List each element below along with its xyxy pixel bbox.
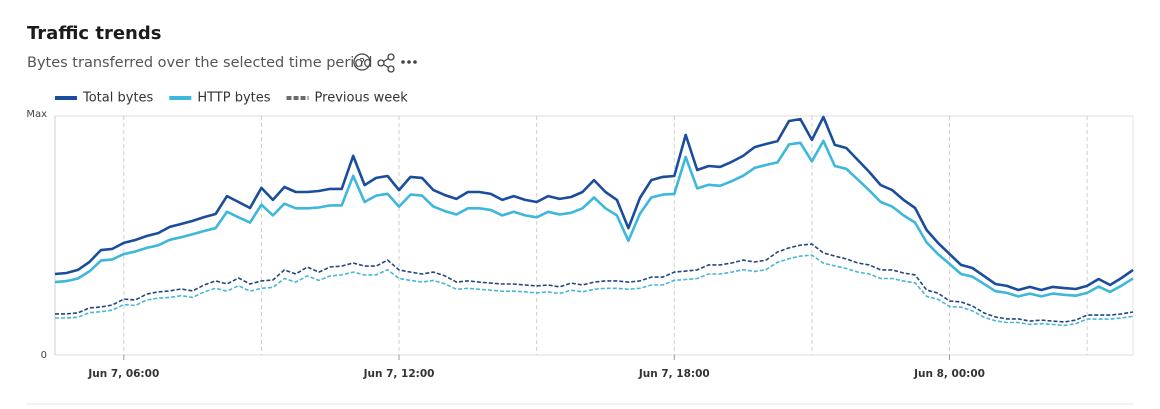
- x-tick-label: Jun 8, 00:00: [913, 368, 985, 380]
- legend-label: Previous week: [315, 91, 409, 106]
- y-tick-label: 0: [41, 350, 47, 361]
- svg-text:?: ?: [359, 56, 365, 69]
- share-icon[interactable]: [377, 53, 395, 73]
- x-tick-label: Jun 7, 06:00: [87, 368, 159, 380]
- x-tick-label: Jun 7, 18:00: [638, 368, 710, 380]
- x-tick-label: Jun 7, 12:00: [363, 368, 435, 380]
- y-tick-label: Max: [26, 109, 47, 120]
- previous-line: [55, 243, 1134, 323]
- chart-title: Traffic trends: [27, 23, 161, 44]
- more-icon[interactable]: [401, 60, 417, 64]
- legend-label: HTTP bytes: [197, 91, 270, 106]
- help-icon[interactable]: ?: [353, 53, 371, 71]
- previous-line: [55, 254, 1134, 327]
- series-line: [54, 139, 1134, 298]
- series-line: [54, 115, 1134, 292]
- chart-subtitle: Bytes transferred over the selected time…: [27, 55, 372, 71]
- legend-label: Total bytes: [82, 91, 154, 106]
